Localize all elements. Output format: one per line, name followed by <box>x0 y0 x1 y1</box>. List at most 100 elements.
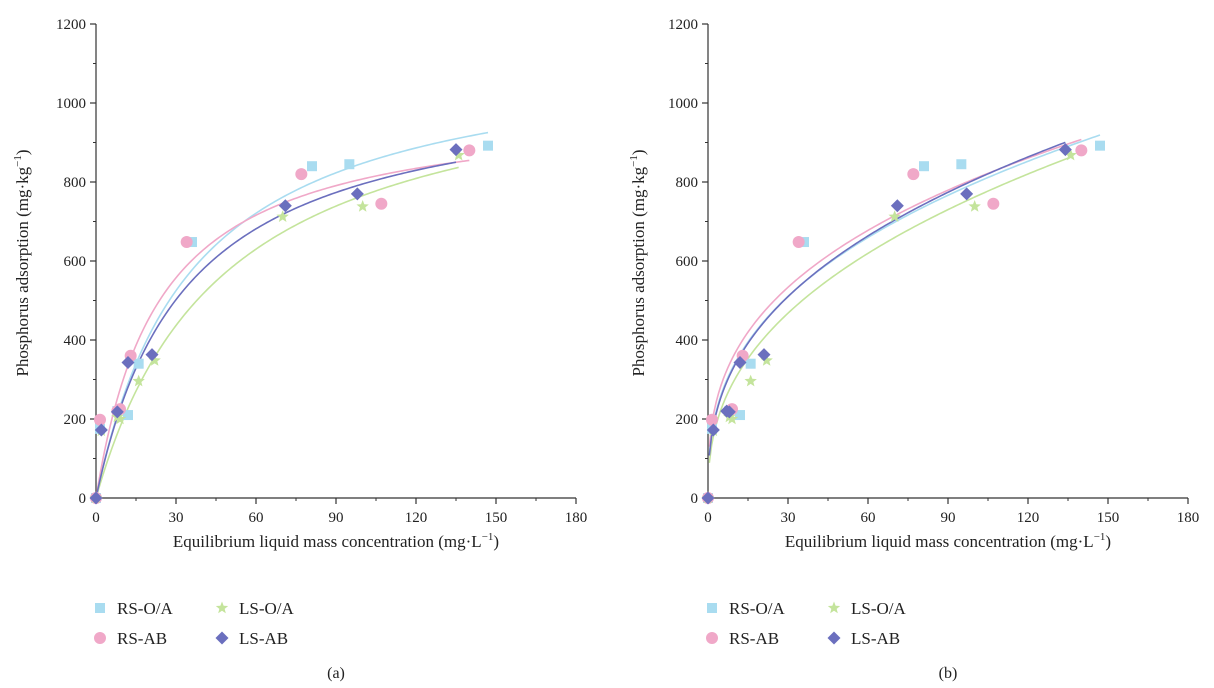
data-point-ls-o-a <box>132 374 145 387</box>
data-point-ls-o-a <box>356 199 369 212</box>
data-point-ls-o-a <box>744 374 757 387</box>
data-point-ls-ab <box>890 199 904 213</box>
data-point-ls-ab <box>278 199 292 213</box>
data-point-rs-o-a <box>735 410 745 421</box>
x-tick-label: 180 <box>1177 510 1200 526</box>
data-point-rs-ab <box>706 413 718 426</box>
data-point-ls-ab <box>89 491 103 505</box>
x-axis-label-text: Equilibrium liquid mass concentration (m… <box>173 532 482 551</box>
x-axis-label: Equilibrium liquid mass concentration (m… <box>785 531 1111 551</box>
y-tick-label: 0 <box>79 491 87 507</box>
y-tick-label: 800 <box>676 175 699 191</box>
data-point-ls-o-a <box>113 412 127 425</box>
x-tick-label: 30 <box>169 510 184 526</box>
x-tick-label: 90 <box>941 510 956 526</box>
data-point-ls-ab <box>701 491 715 505</box>
data-point-ls-o-a <box>148 354 161 366</box>
legend-item: RS-O/A <box>707 599 785 618</box>
legend-label: RS-AB <box>117 629 167 648</box>
legend-item: LS-AB <box>215 629 288 648</box>
x-tick-label: 30 <box>781 510 796 526</box>
data-point-rs-ab <box>907 168 920 181</box>
data-point-rs-o-a <box>919 161 929 172</box>
legend-marker <box>215 601 229 614</box>
legend-marker <box>95 603 105 613</box>
data-point-rs-ab <box>94 413 106 426</box>
y-axis-label-close: ) <box>13 149 32 155</box>
x-tick-label: 150 <box>485 510 508 526</box>
legend-item: RS-AB <box>706 629 779 648</box>
legend-marker <box>706 632 718 644</box>
data-point-rs-o-a <box>123 410 133 421</box>
data-point-rs-o-a <box>745 358 756 369</box>
y-tick-label: 800 <box>64 175 87 191</box>
data-point-ls-o-a <box>452 148 465 161</box>
legend-marker <box>215 631 229 645</box>
y-tick-label: 400 <box>676 333 699 349</box>
data-point-rs-o-a <box>344 159 355 170</box>
x-tick-label: 60 <box>861 510 876 526</box>
panel-label: (a) <box>327 665 345 682</box>
data-point-rs-ab <box>987 197 1000 210</box>
data-point-ls-ab <box>121 356 135 370</box>
data-point-rs-ab <box>1075 144 1088 157</box>
legend-item: LS-AB <box>827 629 900 648</box>
data-point-ls-ab <box>1058 143 1072 157</box>
x-tick-label: 180 <box>565 510 588 526</box>
legend-label: LS-AB <box>851 629 900 648</box>
x-axis-label-close: ) <box>493 532 499 551</box>
x-axis-label-unit-exponent: −1 <box>482 531 494 543</box>
y-axis-label-close: ) <box>629 149 648 155</box>
legend-item: RS-AB <box>94 629 167 648</box>
data-point-ls-o-a <box>760 354 773 366</box>
legend-label: LS-O/A <box>239 599 295 618</box>
legend-marker <box>827 601 841 614</box>
legend-item: LS-O/A <box>215 599 295 618</box>
y-axis-label-text: Phosphorus adsorption (mg·kg <box>629 166 648 376</box>
x-axis-label: Equilibrium liquid mass concentration (m… <box>173 531 499 551</box>
data-point-rs-o-a <box>956 159 967 170</box>
x-tick-label: 120 <box>405 510 428 526</box>
legend-marker <box>94 632 106 644</box>
data-point-rs-ab <box>375 197 388 210</box>
panel-b: 0 200 400 600 800 1000 1200 0 30 60 90 120 150 180 Equ… <box>628 17 1199 682</box>
x-tick-label: 0 <box>92 510 100 526</box>
data-point-ls-ab <box>449 143 463 157</box>
data-point-ls-ab <box>960 187 974 201</box>
fit-curve-ls-ab <box>708 141 1066 456</box>
data-point-ls-ab <box>733 356 747 370</box>
data-point-ls-ab <box>757 348 771 362</box>
y-tick-label: 1000 <box>668 96 698 112</box>
y-tick-label: 1000 <box>56 96 86 112</box>
data-point-rs-ab <box>463 144 476 157</box>
legend-item: LS-O/A <box>827 599 907 618</box>
data-point-rs-ab <box>295 168 308 181</box>
y-axis-label: Phosphorus adsorption (mg·kg−1) <box>628 149 648 376</box>
panel-a: 0 200 400 600 800 1000 1200 0 30 60 90 120 150 180 Equ… <box>12 17 587 682</box>
x-tick-label: 60 <box>249 510 264 526</box>
y-axis-label-text: Phosphorus adsorption (mg·kg <box>13 166 32 376</box>
data-point-rs-ab <box>180 236 193 249</box>
y-tick-label: 1200 <box>668 17 698 33</box>
y-tick-label: 600 <box>676 254 699 270</box>
data-point-ls-ab <box>720 404 734 418</box>
legend-label: LS-O/A <box>851 599 907 618</box>
data-point-ls-o-a <box>1064 148 1077 161</box>
data-point-rs-o-a <box>1095 140 1105 151</box>
legend-label: LS-AB <box>239 629 288 648</box>
x-tick-label: 0 <box>704 510 712 526</box>
fit-curve-rs-ab <box>708 138 1082 447</box>
data-point-ls-ab <box>145 348 159 362</box>
y-tick-label: 200 <box>676 412 699 428</box>
data-point-rs-o-a <box>483 140 493 151</box>
y-tick-label: 1200 <box>56 17 86 33</box>
panel-label: (b) <box>939 665 958 682</box>
y-tick-label: 600 <box>64 254 87 270</box>
legend-label: RS-O/A <box>117 599 173 618</box>
x-tick-label: 90 <box>329 510 344 526</box>
data-point-ls-o-a <box>276 210 289 223</box>
data-point-ls-ab <box>706 423 720 437</box>
data-point-ls-o-a <box>888 210 901 223</box>
x-tick-label: 150 <box>1097 510 1120 526</box>
